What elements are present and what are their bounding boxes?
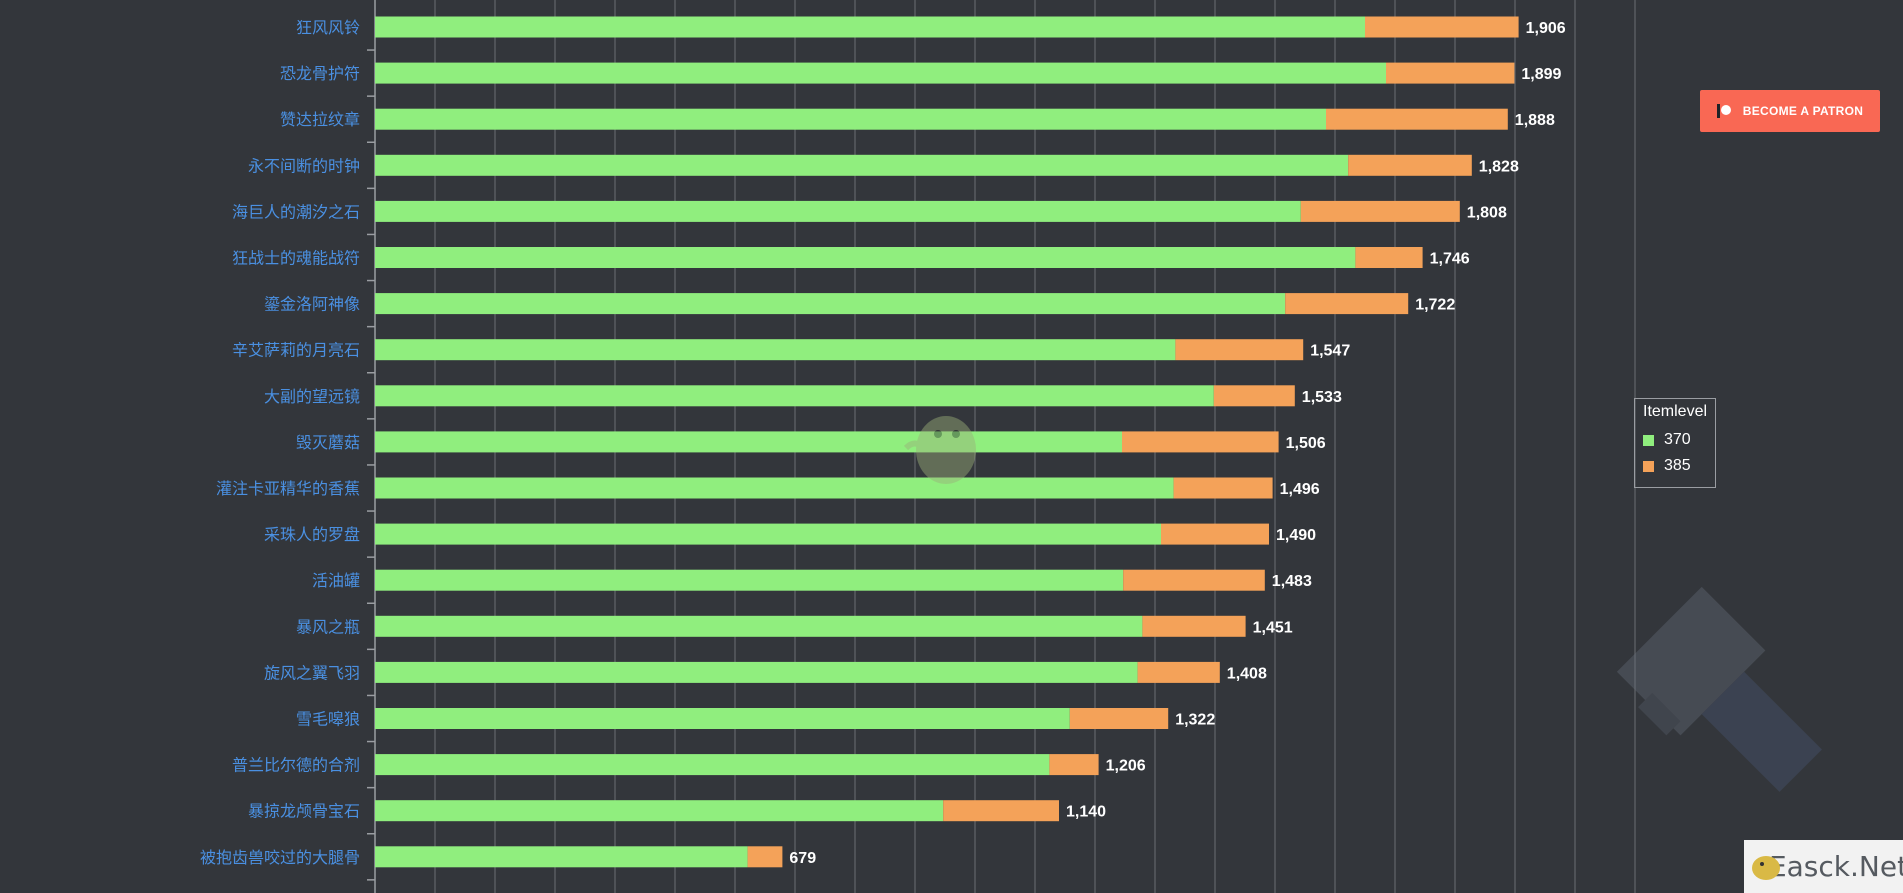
category-label: 恐龙骨护符 <box>280 64 360 83</box>
bar-segment-370[interactable] <box>375 385 1214 407</box>
bar-segment-370[interactable] <box>375 108 1326 130</box>
bar-total-label: 1,899 <box>1521 66 1561 83</box>
category-label: 雪毛嗥狼 <box>296 710 360 729</box>
bar-total-label: 1,140 <box>1066 804 1106 821</box>
bar-segment-385[interactable] <box>1142 615 1246 637</box>
become-patron-button[interactable]: BECOME A PATRON <box>1700 90 1880 132</box>
category-label: 大副的望远镜 <box>264 387 360 406</box>
bar-total-label: 1,746 <box>1430 251 1470 268</box>
bar-segment-370[interactable] <box>375 431 1122 453</box>
bar-segment-385[interactable] <box>943 800 1059 822</box>
category-label: 采珠人的罗盘 <box>264 525 360 544</box>
legend-item-385[interactable]: 385 <box>1643 453 1707 479</box>
bar-segment-385[interactable] <box>1365 16 1519 38</box>
watermark-text: Easck.Net <box>1768 850 1903 883</box>
category-label: 海巨人的潮汐之石 <box>232 202 360 221</box>
bar-total-label: 679 <box>789 850 816 867</box>
bar-segment-385[interactable] <box>1355 247 1423 268</box>
mascot-icon <box>903 416 976 484</box>
bar-segment-385[interactable] <box>1326 108 1508 130</box>
bar-segment-370[interactable] <box>375 154 1349 176</box>
bar-segment-385[interactable] <box>747 846 783 868</box>
bar-segment-370[interactable] <box>375 16 1365 38</box>
category-label: 灌注卡亚精华的香蕉 <box>216 479 360 498</box>
category-label: 被抱齿兽咬过的大腿骨 <box>200 848 360 867</box>
bar-segment-385[interactable] <box>1122 431 1279 453</box>
legend-label-385: 385 <box>1664 457 1691 474</box>
bar-total-label: 1,722 <box>1415 297 1455 314</box>
bar-segment-385[interactable] <box>1049 754 1099 776</box>
legend-swatch-370 <box>1643 434 1654 446</box>
bar-segment-385[interactable] <box>1213 385 1295 407</box>
bar-segment-370[interactable] <box>375 247 1356 268</box>
legend-item-370[interactable]: 370 <box>1643 427 1707 453</box>
hammer-icon <box>1616 586 1822 792</box>
category-label: 旋风之翼飞羽 <box>264 663 360 682</box>
bar-total-label: 1,888 <box>1515 112 1555 129</box>
bar-segment-385[interactable] <box>1137 661 1220 683</box>
watermark: Easck.Net <box>1744 840 1903 893</box>
category-label: 暴掠龙颅骨宝石 <box>248 802 360 821</box>
bar-total-label: 1,906 <box>1526 20 1566 37</box>
category-label: 狂风风铃 <box>296 18 360 37</box>
legend-label-370: 370 <box>1664 431 1691 448</box>
bar-segment-385[interactable] <box>1173 477 1273 499</box>
bar-total-label: 1,408 <box>1227 665 1267 682</box>
bar-segment-370[interactable] <box>375 800 944 822</box>
legend: Itemlevel 370 385 <box>1634 398 1716 488</box>
bar-total-label: 1,496 <box>1280 481 1320 498</box>
bar-total-label: 1,322 <box>1175 712 1215 729</box>
bar-total-label: 1,483 <box>1272 573 1312 590</box>
bar-total-label: 1,506 <box>1286 435 1326 452</box>
bar-segment-370[interactable] <box>375 477 1174 499</box>
bar-segment-385[interactable] <box>1175 339 1304 361</box>
category-label: 活油罐 <box>312 571 360 590</box>
bar-segment-370[interactable] <box>375 754 1050 776</box>
bar-segment-385[interactable] <box>1386 62 1515 84</box>
category-label: 狂战士的魂能战符 <box>232 249 360 268</box>
bar-segment-385[interactable] <box>1069 708 1169 729</box>
category-label: 普兰比尔德的合剂 <box>232 756 360 775</box>
bar-total-label: 1,533 <box>1302 389 1342 406</box>
category-label: 毁灭蘑菇 <box>296 433 360 452</box>
category-label: 鎏金洛阿神像 <box>264 295 360 314</box>
bar-segment-370[interactable] <box>375 615 1143 637</box>
bar-segment-370[interactable] <box>375 293 1286 315</box>
bar-segment-370[interactable] <box>375 569 1124 591</box>
bar-segment-370[interactable] <box>375 200 1301 222</box>
bar-segment-370[interactable] <box>375 62 1386 84</box>
bar-total-label: 1,206 <box>1106 758 1146 775</box>
bar-total-label: 1,451 <box>1253 619 1293 636</box>
category-label: 赞达拉纹章 <box>280 110 360 129</box>
category-label: 永不间断的时钟 <box>248 156 360 175</box>
patron-label: BECOME A PATRON <box>1742 104 1864 118</box>
legend-title: Itemlevel <box>1643 403 1708 420</box>
bar-total-label: 1,808 <box>1467 204 1507 221</box>
bar-segment-370[interactable] <box>375 523 1161 545</box>
bar-segment-385[interactable] <box>1123 569 1265 591</box>
category-label: 辛艾萨莉的月亮石 <box>232 341 360 360</box>
bar-segment-385[interactable] <box>1300 200 1460 222</box>
category-label: 暴风之瓶 <box>296 617 360 636</box>
bar-segment-385[interactable] <box>1348 154 1472 176</box>
bar-segment-370[interactable] <box>375 339 1176 361</box>
bird-icon <box>1752 856 1780 880</box>
bar-total-label: 1,490 <box>1276 527 1316 544</box>
patreon-icon <box>1716 104 1731 118</box>
bar-segment-385[interactable] <box>1285 293 1409 315</box>
bar-segment-370[interactable] <box>375 846 748 868</box>
bar-segment-370[interactable] <box>375 661 1138 683</box>
bar-total-label: 1,547 <box>1310 343 1350 360</box>
bar-total-label: 1,828 <box>1479 158 1519 175</box>
bar-segment-370[interactable] <box>375 708 1070 729</box>
legend-swatch-385 <box>1643 460 1654 472</box>
bar-segment-385[interactable] <box>1161 523 1269 545</box>
